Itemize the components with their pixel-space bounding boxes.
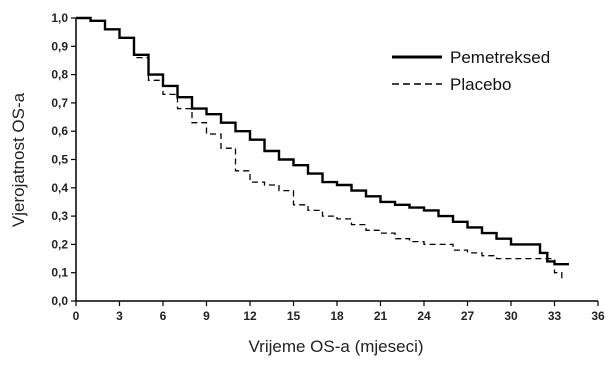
x-tick-label: 27 xyxy=(461,309,475,323)
x-tick-label: 36 xyxy=(591,309,605,323)
y-tick-label: 0,8 xyxy=(51,68,68,82)
x-tick-label: 12 xyxy=(243,309,257,323)
x-tick-label: 30 xyxy=(504,309,518,323)
y-tick-label: 0,1 xyxy=(51,266,68,280)
x-tick-label: 24 xyxy=(417,309,431,323)
y-tick-label: 0,0 xyxy=(51,294,68,308)
series-line-placebo xyxy=(76,17,563,279)
legend-label-placebo: Placebo xyxy=(450,75,511,94)
x-tick-label: 9 xyxy=(203,309,210,323)
x-tick-label: 18 xyxy=(330,309,344,323)
chart-legend: Pemetreksed Placebo xyxy=(392,48,550,94)
y-tick-label: 0,5 xyxy=(51,153,68,167)
x-tick-label: 33 xyxy=(548,309,562,323)
x-tick-label: 21 xyxy=(374,309,388,323)
series-line-pemetreksed xyxy=(76,16,569,266)
x-axis-title: Vrijeme OS-a (mjeseci) xyxy=(248,337,423,356)
y-tick-label: 0,9 xyxy=(51,39,68,53)
y-tick-label: 0,6 xyxy=(51,124,68,138)
x-tick-label: 6 xyxy=(160,309,167,323)
y-tick-label: 0,2 xyxy=(51,237,68,251)
legend-label-pemetreksed: Pemetreksed xyxy=(450,48,550,67)
x-tick-label: 3 xyxy=(116,309,123,323)
y-tick-label: 0,3 xyxy=(51,209,68,223)
chart-series xyxy=(76,16,569,279)
x-tick-label: 0 xyxy=(73,309,80,323)
x-tick-label: 15 xyxy=(287,309,301,323)
y-tick-label: 0,7 xyxy=(51,96,68,110)
y-axis-title: Vjerojatnost OS-a xyxy=(9,92,28,227)
y-tick-label: 1,0 xyxy=(51,11,68,25)
chart-ticks: 0 3 6 9 12 15 18 21 24 27 30 33 360,00,10,20,30,40,5… xyxy=(51,11,605,323)
y-tick-label: 0,4 xyxy=(51,181,68,195)
